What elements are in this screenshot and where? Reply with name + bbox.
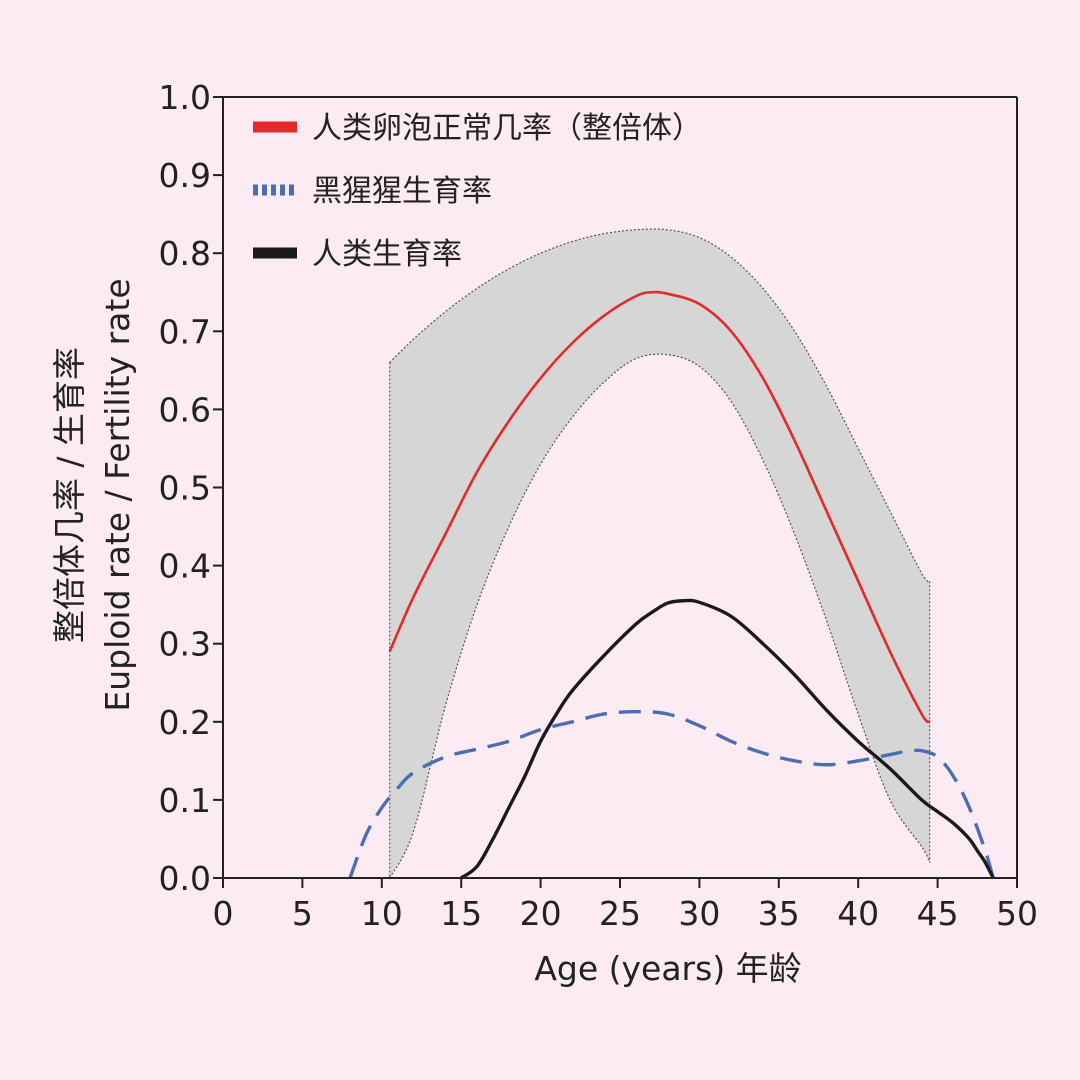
euploid-rate-line bbox=[388, 290, 931, 724]
x-tick-label: 15 bbox=[440, 894, 482, 933]
legend-item-human-fertility: 人类生育率 bbox=[253, 237, 462, 272]
x-tick-label: 40 bbox=[837, 894, 879, 933]
x-tick-label: 25 bbox=[599, 894, 641, 933]
band-lower-edge bbox=[389, 353, 931, 879]
x-tick-label: 35 bbox=[758, 894, 800, 933]
plot-area bbox=[348, 228, 995, 880]
y-axis-title-line1-suffix: / 生育率 bbox=[50, 347, 89, 478]
x-tick-label: 0 bbox=[213, 894, 234, 933]
x-tick-label: 20 bbox=[520, 894, 562, 933]
y-axis-title-line2: Euploid rate / Fertility rate bbox=[98, 278, 137, 711]
x-tick-label: 30 bbox=[678, 894, 720, 933]
svg-text:整倍体几率 / 生育率: 整倍体几率 / 生育率 bbox=[50, 347, 89, 643]
y-tick-label: 0.8 bbox=[159, 234, 211, 273]
human-fertility-line bbox=[460, 598, 995, 880]
y-tick-label: 0.9 bbox=[159, 156, 211, 195]
x-tick-label: 45 bbox=[917, 894, 959, 933]
x-tick-label: 50 bbox=[996, 894, 1038, 933]
y-tick-label: 0.5 bbox=[159, 469, 211, 508]
y-tick-label: 0.1 bbox=[159, 781, 211, 820]
y-axis-title-line1: 整倍体几率 bbox=[50, 478, 89, 643]
x-axis-title: Age (years) 年龄 bbox=[534, 949, 801, 988]
x-tick-label: 10 bbox=[361, 894, 403, 933]
y-tick-label: 1.0 bbox=[159, 78, 211, 117]
y-axis-title: 整倍体几率 / 生育率 Euploid rate / Fertility rat… bbox=[50, 278, 137, 711]
legend-label: 人类卵泡正常几率（整倍体） bbox=[312, 111, 702, 146]
y-tick-label: 0.2 bbox=[159, 703, 211, 742]
confidence-band bbox=[389, 229, 930, 879]
axes: 0.0 0.1 0.2 0.3 0.4 0.5 0.6 0.7 0.8 0.9 1.0 0 5 10 15 2… bbox=[159, 78, 1038, 933]
legend-label: 人类生育率 bbox=[312, 237, 462, 272]
y-tick-label: 0.0 bbox=[159, 859, 211, 898]
y-tick-label: 0.4 bbox=[159, 547, 211, 586]
y-tick-label: 0.3 bbox=[159, 625, 211, 664]
legend-label: 黑猩猩生育率 bbox=[312, 174, 492, 209]
chimpanzee-fertility-line bbox=[348, 709, 995, 879]
y-tick-label: 0.7 bbox=[159, 312, 211, 351]
y-tick-label: 0.6 bbox=[159, 390, 211, 429]
legend-item-chimpanzee: 黑猩猩生育率 bbox=[253, 174, 492, 209]
x-tick-label: 5 bbox=[292, 894, 313, 933]
legend-item-euploid: 人类卵泡正常几率（整倍体） bbox=[253, 111, 702, 146]
